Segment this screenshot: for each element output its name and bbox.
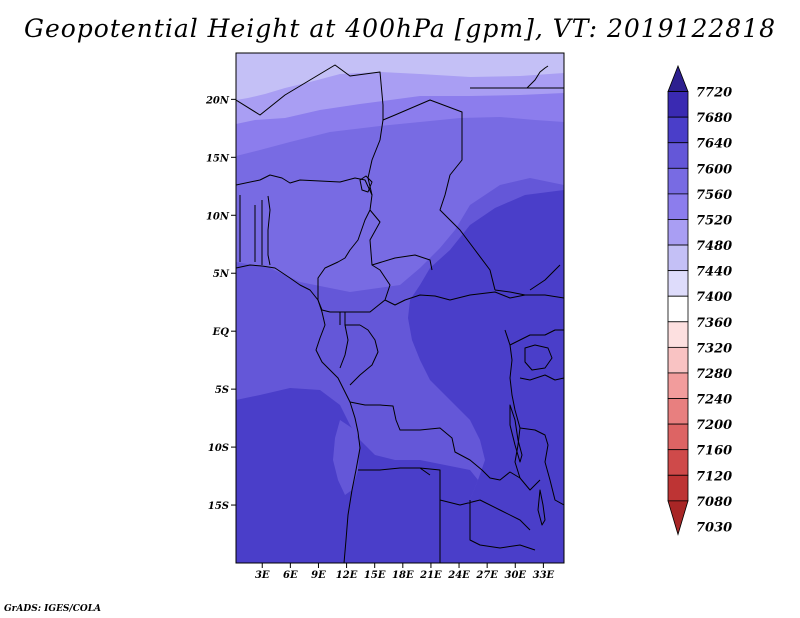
colorbar-swatch [667, 244, 689, 272]
colorbar-label: 7240 [696, 393, 732, 408]
colorbar-swatch [667, 270, 689, 297]
colorbar-bottom-triangle [667, 500, 689, 536]
map-title: Geopotential Height at 400hPa [gpm], VT:… [23, 14, 777, 43]
lat-tick-label: 10S [208, 443, 229, 454]
lat-tick-label: 15N [206, 153, 230, 164]
lon-tick-label: 12E [336, 570, 358, 581]
border-benin-togo [239, 195, 263, 265]
lat-axis: 20N 15N 10N 5N EQ 5S 10S 15S [205, 95, 236, 512]
contour-fills [236, 53, 564, 563]
lat-tick-label: EQ [212, 327, 230, 338]
colorbar-swatch [667, 346, 689, 374]
country-borders [236, 64, 564, 563]
colorbar-label: 7400 [696, 290, 732, 305]
colorbar-swatch [667, 321, 689, 348]
colorbar-swatch [667, 295, 689, 323]
colorbar-label: 7520 [696, 213, 732, 228]
colorbar-swatch [667, 372, 689, 399]
colorbar-swatch [667, 142, 689, 169]
colorbar-label: 7080 [696, 495, 732, 510]
lake-tanganyika [509, 404, 523, 463]
border-niger-chad [367, 119, 384, 196]
colorbar-label: 7640 [696, 137, 732, 152]
border-gabon-congo [339, 324, 379, 386]
colorbar-swatch [667, 193, 689, 220]
border-drc-south [349, 401, 521, 481]
colorbar-label: 7560 [696, 188, 732, 203]
border-nigeria [267, 195, 371, 300]
colorbar-top-triangle [667, 64, 689, 92]
lon-tick-label: 9E [311, 570, 326, 581]
colorbar-swatch [667, 116, 689, 144]
colorbar-label: 7320 [696, 341, 732, 356]
lon-tick-label: 3E [255, 570, 270, 581]
lon-tick-label: 24E [447, 570, 470, 581]
colorbar-label: 7120 [696, 469, 732, 484]
colorbar-label: 7720 [696, 86, 732, 101]
nile-delta-coast [526, 65, 549, 89]
border-tanzania [519, 427, 564, 506]
colorbar-swatch [667, 91, 689, 118]
colorbar-label: 7360 [696, 316, 732, 331]
lake-chad [359, 175, 373, 193]
contour-fill-7640-south [236, 388, 478, 563]
lon-axis: 3E 6E 9E 12E 15E 18E 21E 24E 27E 30E 33E [255, 563, 555, 581]
border-angola [358, 467, 441, 563]
lat-tick-label: 5S [215, 385, 229, 396]
lat-tick-label: 15S [208, 501, 229, 512]
colorbar-swatch [667, 474, 689, 502]
coastline-west-africa [236, 264, 361, 563]
colorbar-swatch [667, 167, 689, 195]
contour-fill-7640-east [408, 190, 564, 563]
border-kenya-uganda [509, 329, 564, 381]
lon-tick-label: 27E [475, 570, 498, 581]
border-chad-car [369, 209, 433, 301]
colorbar-label: 7680 [696, 111, 732, 126]
lon-tick-label: 18E [392, 570, 414, 581]
colorbar-swatch [667, 449, 689, 476]
contour-fill-7600-inlet [333, 420, 360, 495]
border-drc-east [504, 329, 541, 491]
colorbar: 7720 7680 7640 7600 7560 7520 7480 7440 7400 7360… [667, 64, 732, 536]
colorbar-swatch [667, 398, 689, 425]
lake-victoria [524, 344, 553, 371]
lat-tick-label: 5N [213, 269, 230, 280]
lake-malawi [537, 489, 546, 526]
colorbar-swatch [667, 219, 689, 246]
lat-tick-label: 20N [205, 95, 230, 106]
colorbar-label: 7600 [696, 162, 732, 177]
lon-tick-label: 30E [504, 570, 526, 581]
border-sahara [236, 64, 496, 291]
map-frame [235, 52, 565, 564]
colorbar-swatch [667, 423, 689, 451]
lon-tick-label: 21E [419, 570, 442, 581]
border-sudan-ethiopia [494, 264, 561, 296]
border-zambia [439, 499, 536, 551]
colorbar-label: 7480 [696, 239, 732, 254]
colorbar-label: 7200 [696, 418, 732, 433]
colorbar-label: 7030 [696, 520, 732, 535]
border-mali-niger [236, 174, 373, 211]
lon-tick-label: 6E [283, 570, 298, 581]
lat-tick-label: 10N [206, 211, 230, 222]
colorbar-label: 7160 [696, 444, 732, 459]
colorbar-label: 7440 [696, 265, 732, 280]
grads-credit: GrADS: IGES/COLA [4, 604, 102, 614]
colorbar-label: 7280 [696, 367, 732, 382]
lon-tick-label: 33E [533, 570, 555, 581]
contour-fill-7440 [236, 53, 564, 100]
lon-tick-label: 15E [364, 570, 386, 581]
border-car-congo [384, 291, 564, 306]
